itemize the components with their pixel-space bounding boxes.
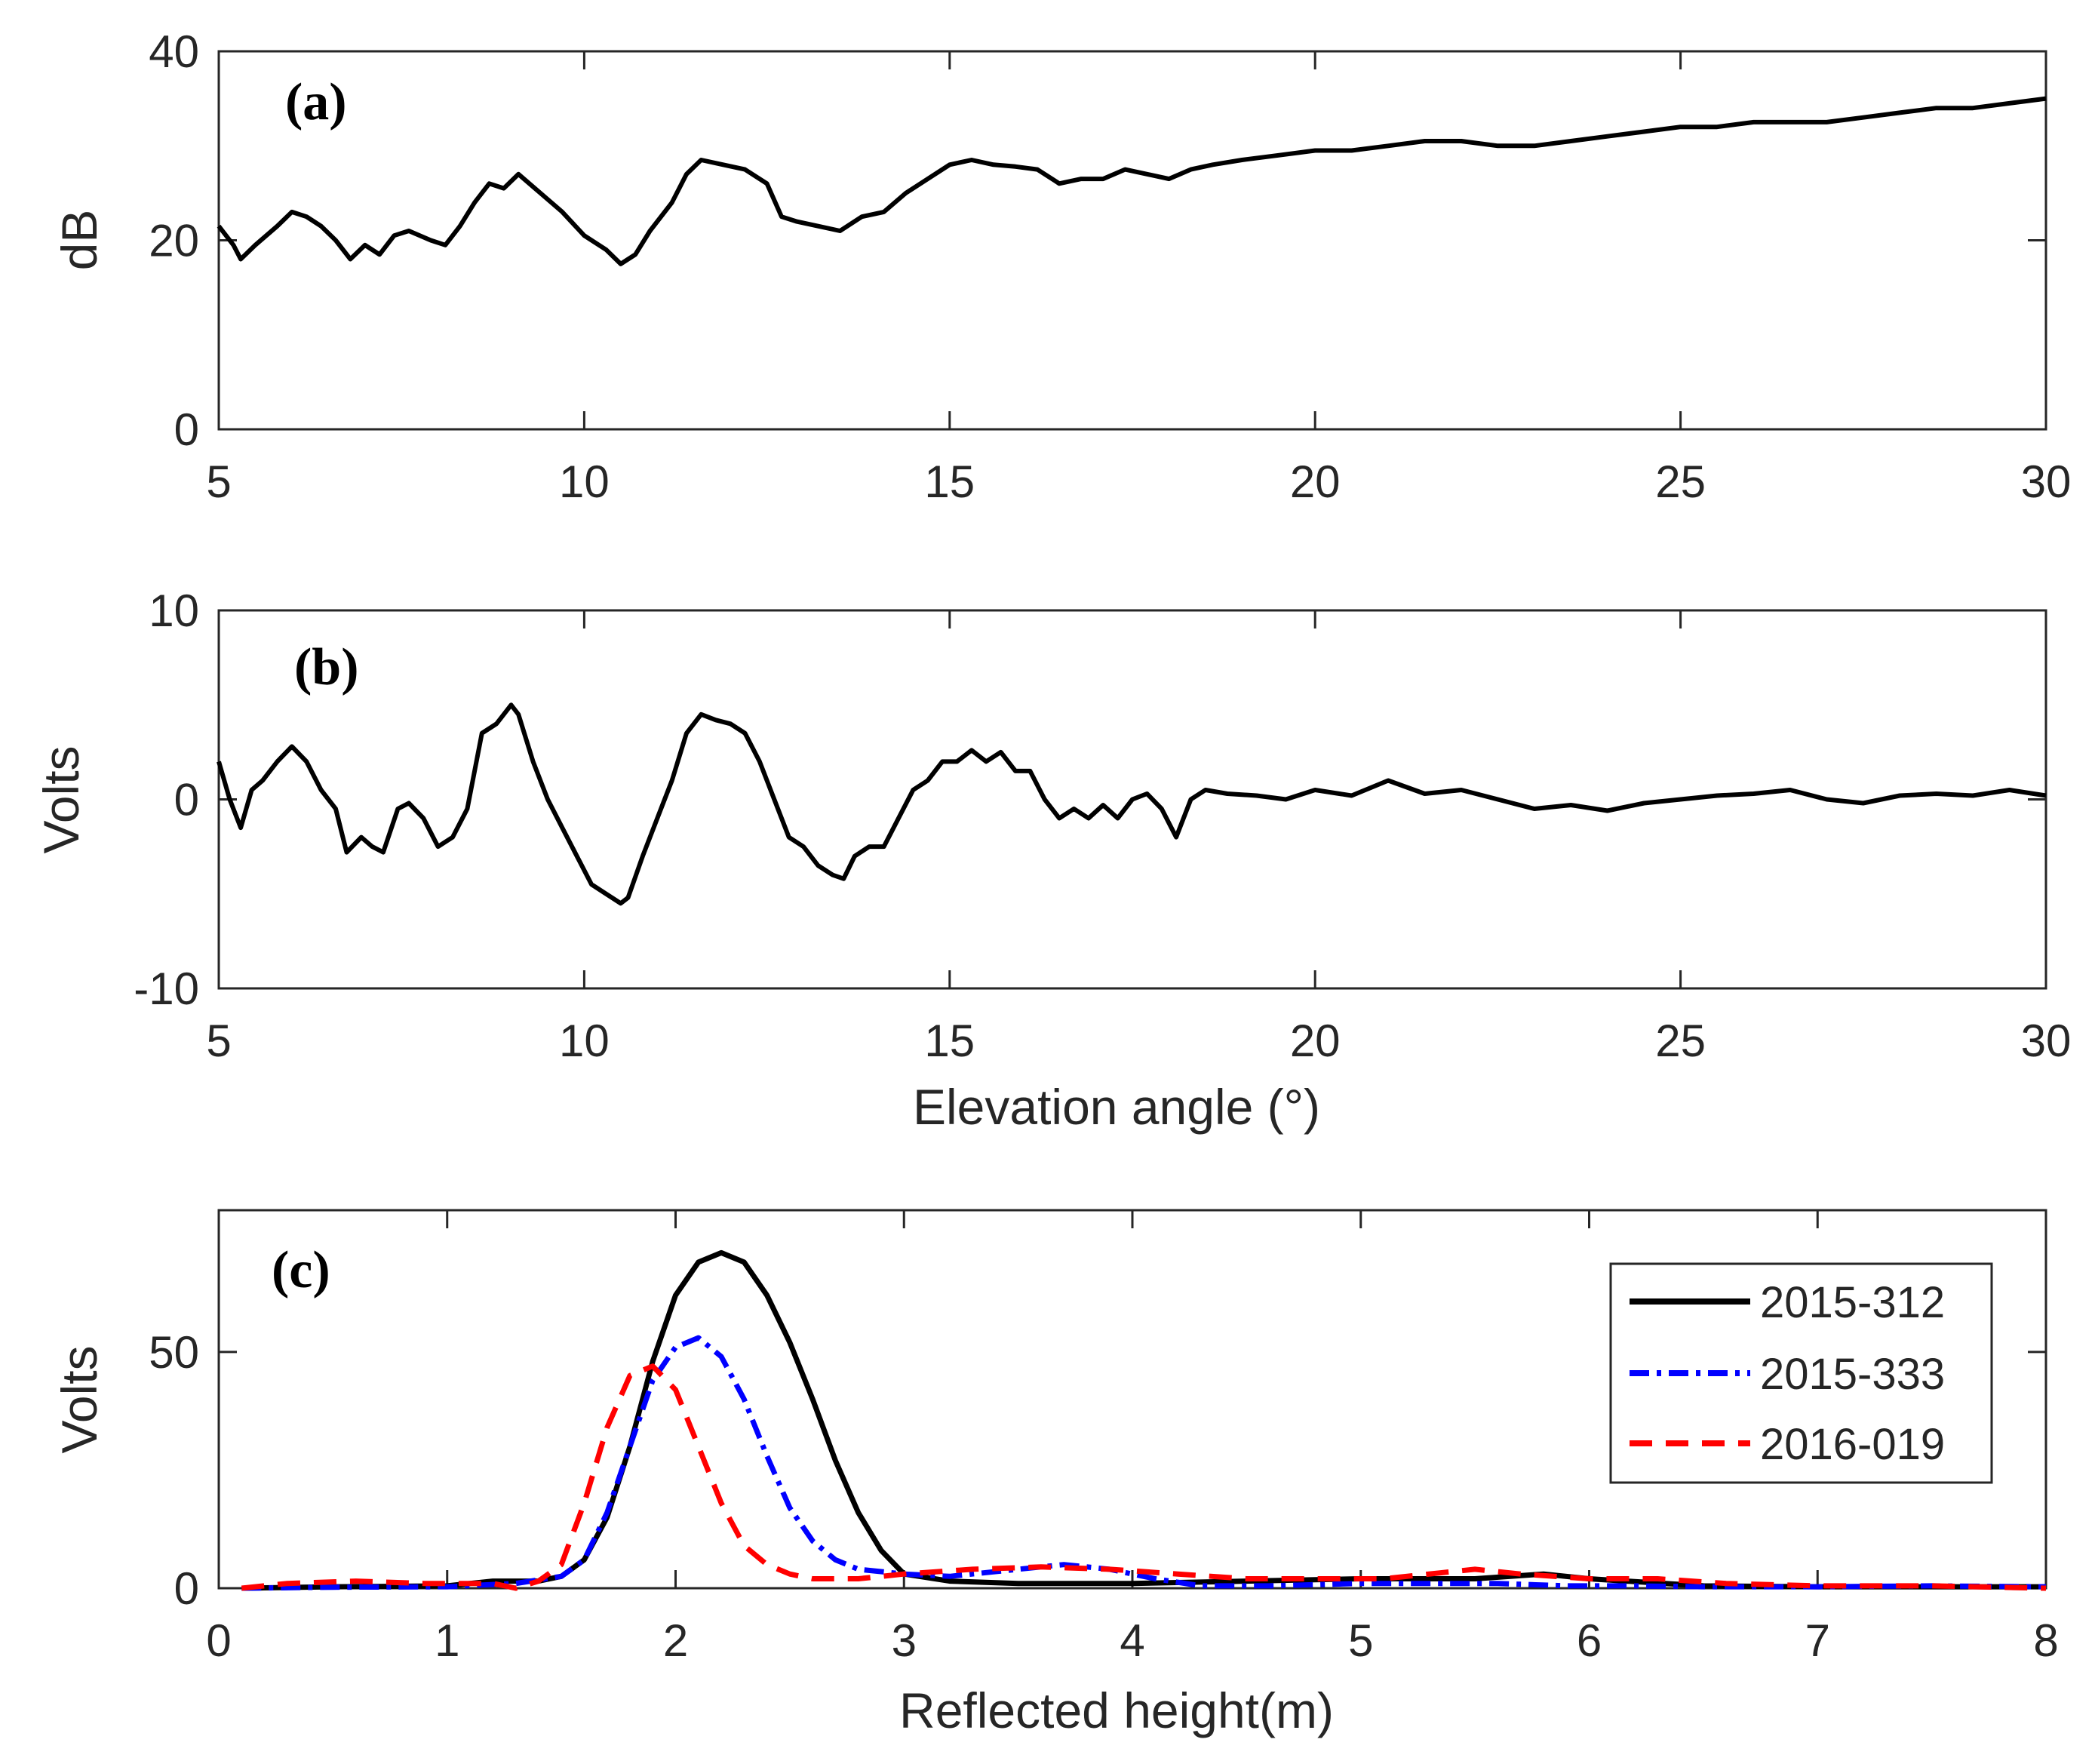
y-tick-label: 0 [174,1563,199,1614]
x-tick-label: 0 [206,1615,231,1666]
x-tick-label: 6 [1577,1615,1602,1666]
panel-a-frame [217,50,2047,431]
x-tick-label: 10 [559,1016,610,1066]
panel-b-label: (b) [294,638,359,696]
y-tick-label: 50 [149,1327,199,1378]
y-tick-label: 20 [149,216,199,266]
legend-label-2015-312: 2015-312 [1760,1278,1945,1327]
panel-c-ylabel: Volts [51,1345,107,1453]
x-tick-label: 1 [435,1615,459,1666]
series-line-detrended-snr [217,702,2047,906]
x-tick-label: 20 [1290,1016,1341,1066]
x-tick-label: 25 [1655,1016,1706,1066]
panel-c-xlabel: Reflected height(m) [899,1683,1334,1738]
panel-a: 5 10 15 20 25 30 0 20 40 (a) dB [51,26,2071,507]
x-tick-label: 7 [1805,1615,1830,1666]
x-tick-label: 15 [924,456,975,507]
panel-a-ylabel: dB [51,210,107,271]
x-tick-label: 5 [1348,1615,1373,1666]
panel-b-lines [217,702,2047,906]
y-tick-label: 0 [174,404,199,455]
x-tick-label: 4 [1120,1615,1144,1666]
x-tick-label: 3 [892,1615,917,1666]
x-tick-label: 25 [1655,456,1706,507]
x-tick-label: 8 [2033,1615,2058,1666]
panel-c-ticks: 0 1 2 3 4 5 6 7 8 0 50 [149,1210,2059,1666]
panel-b-ticks: 5 10 15 20 25 30 -10 0 10 [134,585,2071,1066]
panel-a-ticks: 5 10 15 20 25 30 0 20 40 [149,26,2071,507]
x-tick-label: 30 [2021,1016,2072,1066]
x-tick-label: 10 [559,456,610,507]
legend-label-2016-019: 2016-019 [1760,1420,1945,1469]
panel-a-label: (a) [285,73,347,131]
x-tick-label: 2 [663,1615,688,1666]
x-tick-label: 20 [1290,456,1341,507]
series-line-snr [217,96,2047,266]
x-tick-label: 5 [206,456,231,507]
y-tick-label: 10 [149,585,199,636]
panel-b: 5 10 15 20 25 30 -10 0 10 (b) Volts Elevation an… [33,585,2071,1135]
y-tick-label: 0 [174,775,199,825]
panel-c-label: (c) [272,1241,330,1299]
x-tick-label: 30 [2021,456,2072,507]
panel-c: 0 1 2 3 4 5 6 7 8 0 50 (c) Volts Reflected height(… [51,1209,2059,1738]
panel-a-lines [217,96,2047,266]
panel-b-xlabel: Elevation angle (°) [913,1079,1320,1135]
x-tick-label: 5 [206,1016,231,1066]
panel-b-ylabel: Volts [33,745,89,853]
panel-c-lines [241,1249,2047,1591]
y-tick-label: -10 [134,963,199,1014]
panel-c-legend: 2015-312 2015-333 2016-019 [1609,1262,1993,1484]
series-line-2015-333 [241,1335,2047,1591]
y-tick-label: 40 [149,26,199,77]
x-tick-label: 15 [924,1016,975,1066]
legend-label-2015-333: 2015-333 [1760,1350,1945,1399]
series-line-2016-019 [241,1363,2047,1591]
